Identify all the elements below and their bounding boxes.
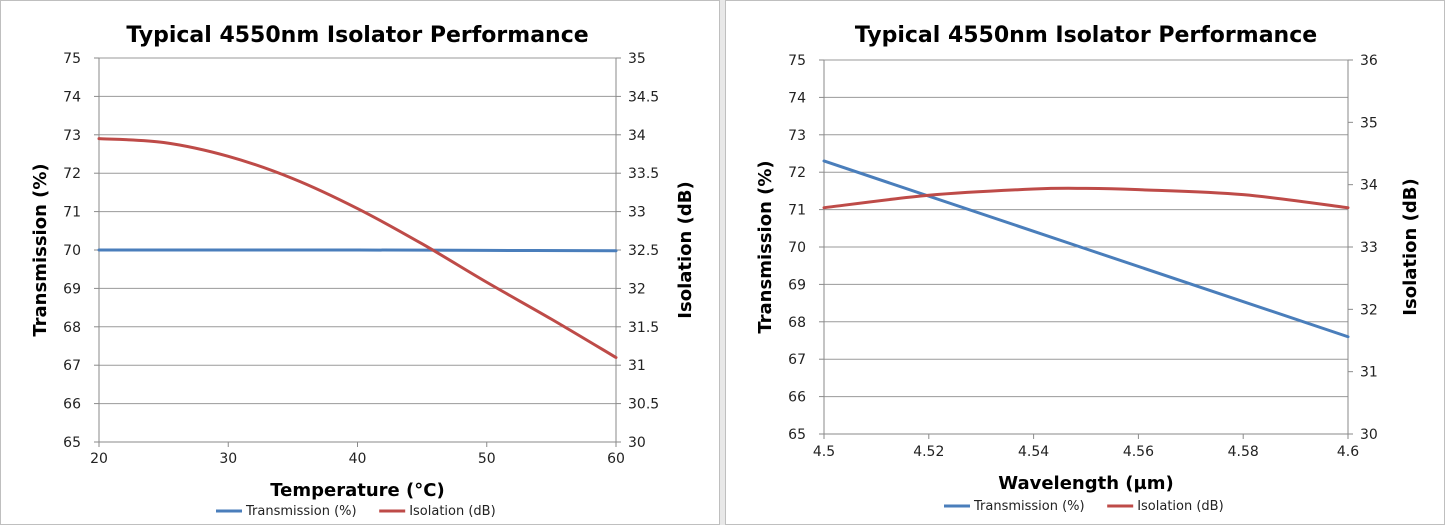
chart-panel-wavelength: Typical 4550nm Isolator Performance 65 66 6…: [725, 0, 1445, 525]
chart-legend: Transmission (%) Isolation (dB): [216, 504, 496, 519]
x-tick-label: 4.56: [1123, 444, 1154, 460]
y-tick-label: 69: [63, 281, 81, 297]
y-tick-label: 75: [63, 51, 81, 67]
series-line-isolation: [822, 186, 1350, 210]
x-tick-label: 20: [90, 451, 108, 467]
y-tick-label: 68: [788, 315, 806, 331]
legend-label: Isolation (dB): [1137, 499, 1224, 514]
y-tick-label: 71: [63, 205, 81, 221]
y2-tick-label: 34.5: [628, 89, 659, 105]
panel-divider: [720, 0, 725, 525]
y-tick-label: 70: [63, 243, 81, 259]
y-tick-label: 65: [63, 435, 81, 451]
chart-legend: Transmission (%) Isolation (dB): [944, 499, 1224, 514]
x-tick-label: 4.6: [1337, 444, 1359, 460]
y-tick-label: 71: [788, 203, 806, 219]
chart-title: Typical 4550nm Isolator Performance: [855, 23, 1317, 48]
chart-temperature: Typical 4550nm Isolator Performance 65 66 6…: [30, 23, 696, 519]
y2-tick-label: 31: [628, 358, 646, 374]
y2-tick-label: 33.5: [628, 166, 659, 182]
y-tick-label: 74: [63, 89, 81, 105]
series-line-transmission: [822, 159, 1350, 339]
y-tick-label: 67: [63, 358, 81, 374]
x-tick-label: 4.52: [913, 444, 944, 460]
x-tick-label: 40: [349, 451, 367, 467]
y2-tick-label: 32.5: [628, 243, 659, 259]
y-tick-label: 66: [788, 390, 806, 406]
y-tick-label: 75: [788, 53, 806, 69]
y2-tick-label: 32: [628, 281, 646, 297]
y-tick-label: 73: [63, 128, 81, 144]
y2-tick-label: 34: [1360, 178, 1378, 194]
y-tick-label: 72: [63, 166, 81, 182]
chart-wavelength: Typical 4550nm Isolator Performance 65 66 6…: [755, 23, 1421, 514]
x-axis-title: Wavelength (µm): [998, 473, 1174, 494]
y-tick-label: 69: [788, 277, 806, 293]
legend-item: Isolation (dB): [379, 504, 496, 519]
y2-tick-label: 30: [1360, 427, 1378, 443]
y2-tick-label: 33: [628, 205, 646, 221]
y-tick-label: 70: [788, 240, 806, 256]
legend-label: Isolation (dB): [409, 504, 496, 519]
legend-label: Transmission (%): [973, 499, 1085, 514]
chart-panel-temperature: Typical 4550nm Isolator Performance 65 66 6…: [0, 0, 720, 525]
y-tick-label: 65: [788, 427, 806, 443]
y-tick-label: 67: [788, 352, 806, 368]
x-tick-label: 4.54: [1018, 444, 1049, 460]
y2-axis-title: Isolation (dB): [675, 181, 696, 318]
y2-tick-label: 36: [1360, 53, 1378, 69]
chart-title: Typical 4550nm Isolator Performance: [126, 23, 588, 48]
y2-tick-label: 35: [628, 51, 646, 67]
y-tick-label: 74: [788, 90, 806, 106]
y2-tick-label: 30.5: [628, 397, 659, 413]
y-tick-label: 72: [788, 165, 806, 181]
y2-tick-label: 30: [628, 435, 646, 451]
legend-item: Transmission (%): [216, 504, 357, 519]
x-tick-label: 50: [478, 451, 496, 467]
y-tick-label: 68: [63, 320, 81, 336]
y2-tick-label: 31.5: [628, 320, 659, 336]
x-axis-title: Temperature (°C): [270, 480, 444, 501]
legend-item: Transmission (%): [944, 499, 1085, 514]
y2-tick-label: 35: [1360, 115, 1378, 131]
x-tick-label: 4.58: [1228, 444, 1259, 460]
y-axis-title: Transmission (%): [30, 163, 51, 336]
y2-tick-label: 32: [1360, 302, 1378, 318]
series-line-transmission: [97, 248, 618, 253]
y-tick-label: 66: [63, 397, 81, 413]
y2-tick-label: 31: [1360, 365, 1378, 381]
y2-axis-title: Isolation (dB): [1400, 178, 1421, 315]
legend-item: Isolation (dB): [1107, 499, 1224, 514]
x-tick-label: 4.5: [813, 444, 835, 460]
y2-tick-label: 33: [1360, 240, 1378, 256]
legend-label: Transmission (%): [245, 504, 357, 519]
x-tick-label: 30: [219, 451, 237, 467]
y-tick-label: 73: [788, 128, 806, 144]
x-tick-label: 60: [607, 451, 625, 467]
y-axis-title: Transmission (%): [755, 160, 776, 333]
series-line-isolation: [97, 137, 618, 360]
y2-tick-label: 34: [628, 128, 646, 144]
